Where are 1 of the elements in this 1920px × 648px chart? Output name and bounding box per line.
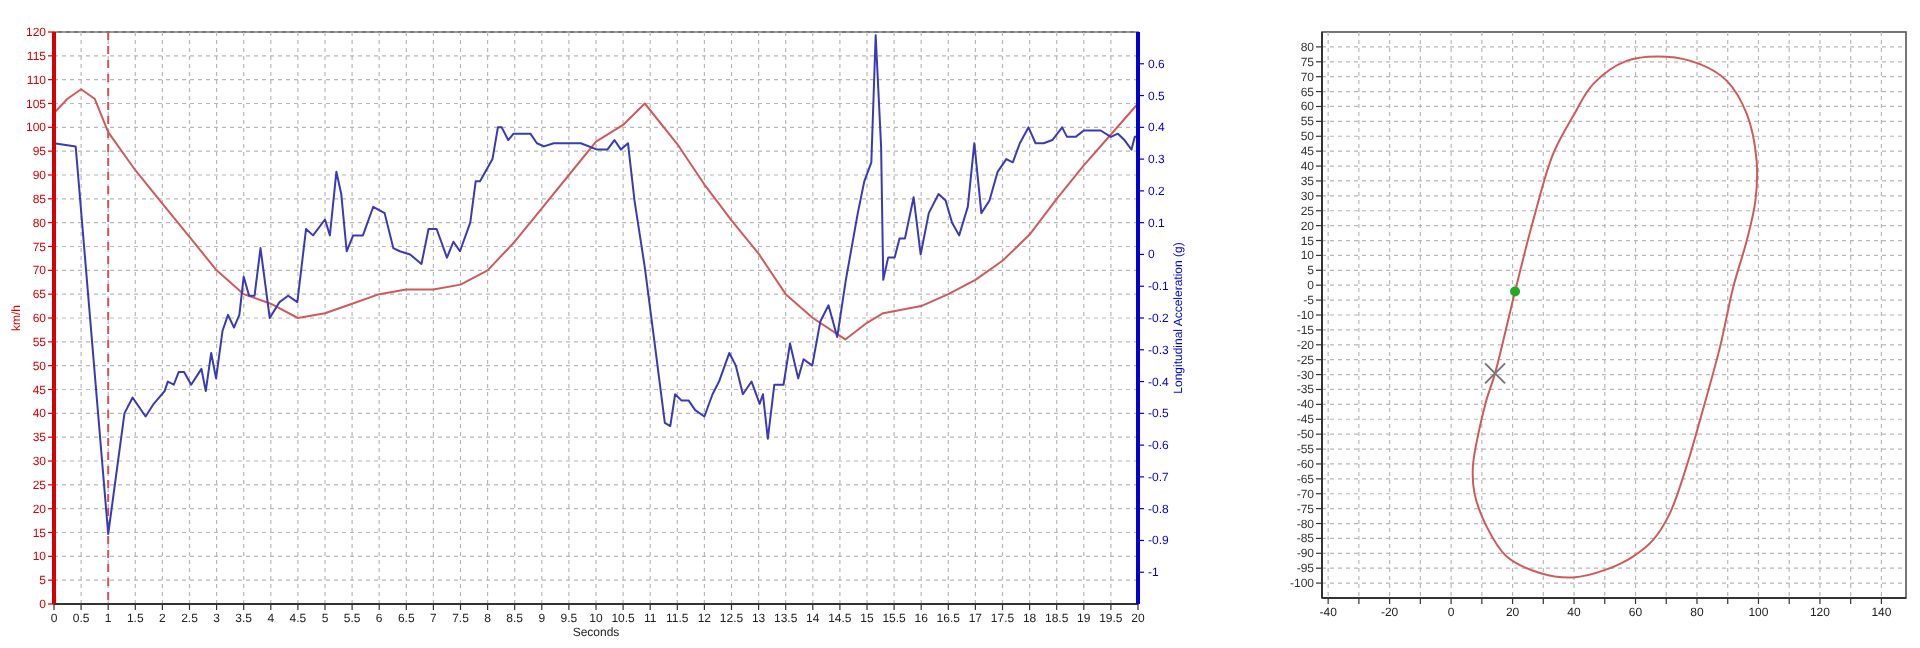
line-series	[53, 34, 1139, 536]
